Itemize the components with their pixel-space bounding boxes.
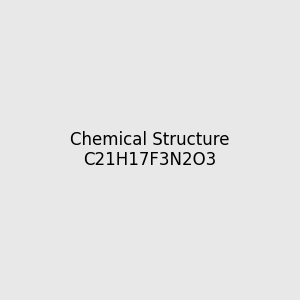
Text: Chemical Structure
C21H17F3N2O3: Chemical Structure C21H17F3N2O3 xyxy=(70,130,230,170)
